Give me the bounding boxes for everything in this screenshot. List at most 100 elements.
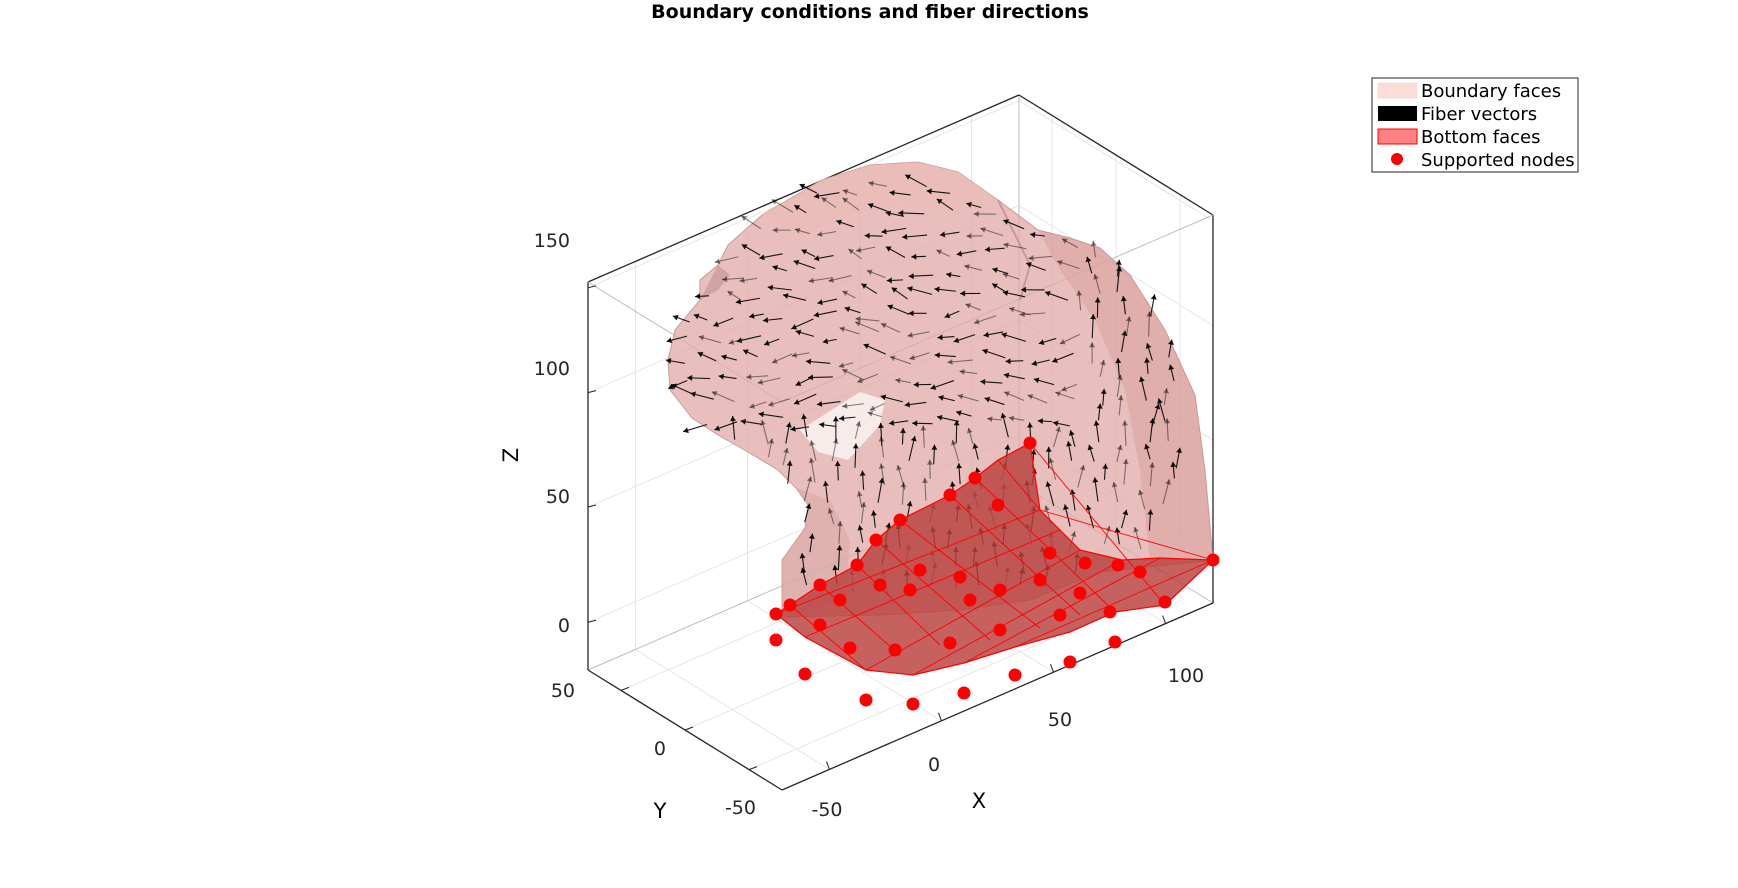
fiber-vector-head <box>1125 316 1132 322</box>
fiber-vector <box>891 287 908 300</box>
fiber-vector-head <box>822 480 829 487</box>
fiber-vector <box>690 391 714 400</box>
fiber-vector <box>740 418 762 425</box>
fiber-vector <box>1102 463 1109 480</box>
fiber-vector-head <box>898 210 904 217</box>
fiber-vector-shaft <box>1148 311 1150 337</box>
fiber-vector-shaft <box>1049 457 1057 480</box>
fiber-vector-head <box>1138 376 1145 383</box>
fiber-vector <box>1163 388 1170 405</box>
fiber-vector-head <box>718 373 724 380</box>
supported-node <box>888 643 902 657</box>
fiber-vector <box>735 297 760 305</box>
fiber-vector-head <box>790 425 796 432</box>
fiber-vector-head <box>1026 262 1032 268</box>
fiber-vector <box>936 198 954 211</box>
fiber-vector-shaft <box>839 327 860 335</box>
fiber-vector-head <box>1149 418 1156 424</box>
fiber-vector-head <box>1100 388 1107 395</box>
y-tick-mark <box>684 726 694 731</box>
fiber-vector-shaft <box>828 508 835 525</box>
fiber-vector-head <box>713 321 720 327</box>
fiber-vector <box>966 427 974 445</box>
fiber-vector <box>1069 489 1076 511</box>
fiber-vector-head <box>956 410 962 417</box>
fiber-vector <box>1096 403 1103 421</box>
fiber-vector-head <box>742 349 749 355</box>
eye-highlight <box>800 392 885 460</box>
fiber-vector <box>772 264 788 272</box>
fiber-vector <box>1117 395 1124 416</box>
z-tick-label: 50 <box>546 486 570 508</box>
fiber-vector-head <box>1096 403 1103 409</box>
fiber-vector-head <box>1163 388 1170 394</box>
z-tick-mark <box>587 504 597 508</box>
x-tick-label: 0 <box>928 754 940 776</box>
fiber-vector <box>1061 383 1078 392</box>
fiber-vector-head <box>856 491 863 497</box>
fiber-vector-head <box>736 337 743 344</box>
fiber-vector-head <box>1093 420 1100 426</box>
fiber-vector-head <box>956 463 963 469</box>
fiber-vector <box>771 353 793 364</box>
fiber-vector-head <box>1094 297 1101 303</box>
fiber-vector <box>1094 297 1101 318</box>
supported-node <box>850 558 864 572</box>
fiber-vector-head <box>808 533 815 539</box>
fiber-vector-head <box>934 286 940 293</box>
fiber-vector-head <box>711 390 718 397</box>
fiber-vector-head <box>1144 443 1150 450</box>
bottom-mesh-edge <box>875 539 991 641</box>
fiber-vector <box>813 192 840 199</box>
fiber-vector <box>899 428 906 445</box>
fiber-vector-head <box>813 193 820 199</box>
fiber-vector <box>1019 311 1046 318</box>
fiber-vector-head <box>980 226 987 233</box>
fiber-vector <box>1149 418 1156 443</box>
fiber-vector-head <box>848 249 855 255</box>
supported-node <box>1111 558 1125 572</box>
fiber-vector-head <box>809 440 816 446</box>
fiber-vector <box>834 460 841 481</box>
x-tick-label: -50 <box>811 799 842 821</box>
fiber-vector-shaft <box>1125 316 1131 337</box>
fiber-vector <box>898 210 925 217</box>
fiber-vector-head <box>783 447 789 454</box>
fiber-vector <box>1122 458 1129 485</box>
fiber-vector-shaft <box>828 275 852 282</box>
fiber-vector <box>839 326 860 335</box>
fiber-vector <box>895 377 912 384</box>
fiber-vector-head <box>1090 314 1097 320</box>
supported-node <box>1158 595 1172 609</box>
fiber-vector-head <box>974 467 981 473</box>
fiber-vector-head <box>1002 290 1009 296</box>
supported-node <box>991 498 1005 512</box>
axes-box-edge <box>1018 94 1214 216</box>
fiber-vector <box>791 352 810 359</box>
fiber-vector-head <box>944 312 951 319</box>
fiber-vector <box>799 183 818 194</box>
fiber-vector-shaft <box>1053 426 1060 448</box>
fiber-vector <box>987 416 1002 423</box>
fiber-vector-head <box>953 337 960 344</box>
fiber-vector <box>721 354 737 361</box>
fiber-vector <box>1164 418 1171 441</box>
fiber-vector <box>1099 359 1106 377</box>
x-tick-mark <box>825 761 830 770</box>
x-tick-mark <box>1050 664 1054 673</box>
fiber-vector-head <box>741 215 748 222</box>
fiber-vector <box>1121 420 1128 447</box>
fiber-vector-shaft <box>749 401 767 408</box>
fiber-vector <box>828 275 852 283</box>
fiber-vector-head <box>785 422 792 428</box>
fiber-vector-head <box>895 377 901 384</box>
fiber-vector <box>861 283 878 295</box>
y-tick-label: -50 <box>725 797 756 819</box>
fiber-vector-head <box>821 197 828 203</box>
fiber-vector-shaft <box>855 246 876 252</box>
fiber-vector-head <box>1121 420 1128 426</box>
fiber-vector-head <box>1090 240 1097 247</box>
fiber-vector <box>1052 420 1070 427</box>
fiber-vector-head <box>1121 330 1128 336</box>
fiber-vector <box>937 334 955 341</box>
